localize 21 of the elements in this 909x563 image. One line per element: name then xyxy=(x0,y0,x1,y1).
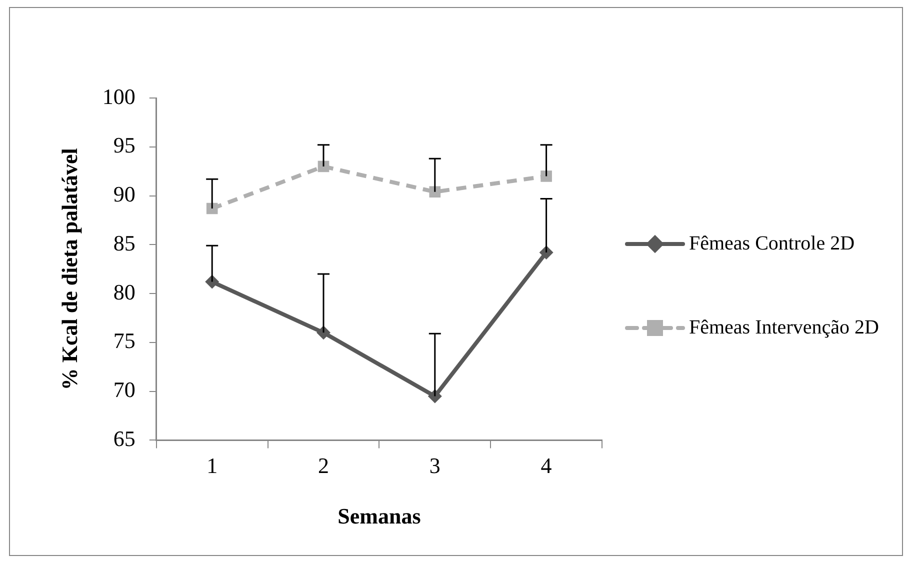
point xyxy=(540,170,552,182)
legend-label: Fêmeas Controle 2D xyxy=(689,232,855,254)
legend-label: Fêmeas Intervenção 2D xyxy=(689,316,879,338)
point xyxy=(429,186,441,198)
point xyxy=(205,274,220,289)
x-tick-label: 2 xyxy=(318,453,329,478)
y-tick-label: 90 xyxy=(113,182,136,207)
x-tick-label: 1 xyxy=(206,453,218,478)
point xyxy=(316,326,330,340)
y-tick-label: 65 xyxy=(113,426,136,451)
x-axis-title: Semanas xyxy=(338,503,422,528)
x-tick-label: 4 xyxy=(540,453,552,478)
x-tick-label: 3 xyxy=(429,453,440,478)
y-tick-label: 75 xyxy=(113,328,136,354)
y-tick-label: 100 xyxy=(102,84,136,109)
y-tick-label: 80 xyxy=(113,279,136,304)
y-axis-title: % Kcal de dieta palatável xyxy=(56,148,82,390)
point xyxy=(206,202,218,214)
y-tick-label: 70 xyxy=(113,377,136,402)
y-tick-label: 95 xyxy=(113,132,136,158)
y-tick-label: 85 xyxy=(113,230,136,256)
